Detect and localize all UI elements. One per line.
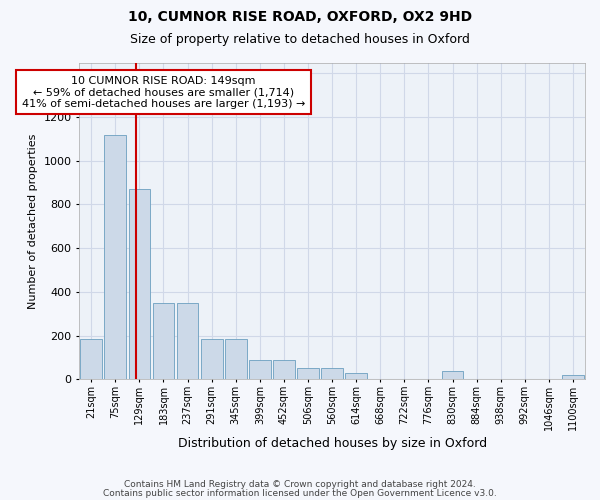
Bar (177, 303, 199, 379)
Bar (104, 134, 126, 379)
Bar (321, 368, 343, 379)
Bar (80, 339, 102, 379)
Bar (442, 370, 463, 379)
Bar (297, 368, 319, 379)
Bar (273, 360, 295, 379)
Text: Contains public sector information licensed under the Open Government Licence v3: Contains public sector information licen… (103, 490, 497, 498)
Bar (152, 303, 175, 379)
Y-axis label: Number of detached properties: Number of detached properties (28, 133, 38, 308)
Bar (346, 372, 367, 379)
X-axis label: Distribution of detached houses by size in Oxford: Distribution of detached houses by size … (178, 437, 487, 450)
Bar (249, 360, 271, 379)
Bar (562, 375, 584, 379)
Bar (201, 339, 223, 379)
Text: 10, CUMNOR RISE ROAD, OXFORD, OX2 9HD: 10, CUMNOR RISE ROAD, OXFORD, OX2 9HD (128, 10, 472, 24)
Bar (128, 189, 150, 379)
Bar (225, 339, 247, 379)
Text: 10 CUMNOR RISE ROAD: 149sqm
← 59% of detached houses are smaller (1,714)
41% of : 10 CUMNOR RISE ROAD: 149sqm ← 59% of det… (22, 76, 305, 109)
Text: Contains HM Land Registry data © Crown copyright and database right 2024.: Contains HM Land Registry data © Crown c… (124, 480, 476, 489)
Text: Size of property relative to detached houses in Oxford: Size of property relative to detached ho… (130, 32, 470, 46)
